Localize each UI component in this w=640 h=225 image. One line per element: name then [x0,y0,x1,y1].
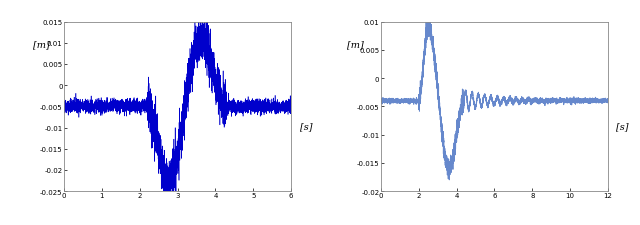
Text: [s]: [s] [300,122,312,130]
Text: [m]: [m] [347,40,364,50]
Text: [s]: [s] [616,122,629,130]
Text: [m]: [m] [33,40,50,50]
